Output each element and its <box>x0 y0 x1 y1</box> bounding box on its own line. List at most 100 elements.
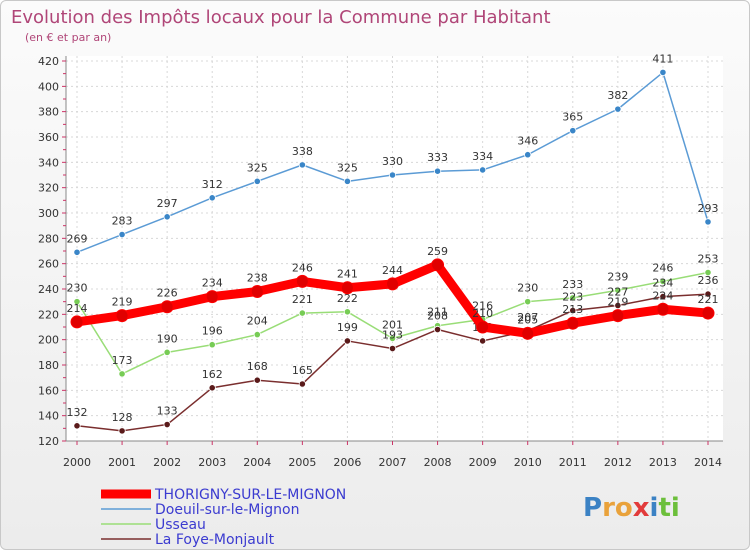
x-tick-label: 2006 <box>333 456 361 469</box>
legend: THORIGNY-SUR-LE-MIGNONDoeuil-sur-le-Mign… <box>101 487 346 548</box>
legend-label: La Foye-Monjault <box>155 532 275 548</box>
data-point <box>566 316 580 330</box>
y-tick-label: 360 <box>38 131 59 144</box>
data-label: 234 <box>202 277 223 290</box>
data-point <box>569 306 577 315</box>
series-group: 269 283 297 312 325 338 325 330 333 334 346 365 382 4… <box>67 52 719 435</box>
data-point <box>704 268 712 277</box>
data-point <box>160 300 174 314</box>
data-label: 162 <box>202 368 223 381</box>
data-point <box>253 177 261 185</box>
data-label: 221 <box>698 293 719 306</box>
legend-label: Doeuil-sur-le-Mignon <box>155 502 299 518</box>
data-point <box>298 309 306 317</box>
data-label: 210 <box>472 307 493 320</box>
data-label: 216 <box>472 299 493 312</box>
data-label: 128 <box>112 411 133 424</box>
data-label: 269 <box>67 232 88 245</box>
data-label: 190 <box>157 332 178 345</box>
data-point <box>659 292 667 301</box>
data-point <box>388 344 397 353</box>
x-tick-label: 2001 <box>108 456 136 469</box>
data-point <box>524 151 532 159</box>
data-point <box>73 248 81 256</box>
data-point <box>343 308 352 316</box>
data-point <box>524 298 532 306</box>
data-label: 293 <box>698 202 719 215</box>
y-tick-label: 400 <box>38 80 59 93</box>
data-label: 205 <box>517 313 538 326</box>
data-label: 333 <box>427 151 448 164</box>
data-label: 226 <box>157 287 178 300</box>
x-tick-label: 2005 <box>288 456 316 469</box>
y-tick-label: 340 <box>38 156 59 169</box>
data-point <box>163 420 171 429</box>
data-point <box>250 285 264 299</box>
data-point <box>208 341 216 349</box>
data-point <box>208 194 216 202</box>
x-tick-label: 2008 <box>424 456 452 469</box>
data-label: 227 <box>607 285 628 298</box>
data-label: 244 <box>382 264 403 277</box>
data-point <box>479 166 487 174</box>
data-point <box>704 290 712 298</box>
y-tick-label: 180 <box>38 359 59 372</box>
data-label: 283 <box>112 215 133 228</box>
data-point <box>115 309 129 323</box>
data-point <box>659 68 667 77</box>
data-point <box>569 127 577 135</box>
logo-letter: o <box>615 493 633 523</box>
data-point <box>295 274 309 288</box>
data-point <box>386 277 399 291</box>
data-point <box>205 290 219 304</box>
data-label: 214 <box>67 302 88 315</box>
data-point <box>70 315 84 329</box>
data-point <box>298 380 306 388</box>
x-tick-label: 2010 <box>514 456 542 469</box>
data-label: 246 <box>292 261 313 274</box>
series-doeuil-sur-le-mignon: 269 283 297 312 325 338 325 330 333 334 346 365 382 4… <box>67 52 719 256</box>
data-label: 168 <box>247 360 268 373</box>
data-point <box>208 384 216 392</box>
data-point <box>163 213 171 221</box>
chart-subtitle: (en € et par an) <box>25 31 111 44</box>
y-tick-label: 320 <box>38 182 59 195</box>
data-point <box>614 105 622 113</box>
data-point <box>343 337 352 345</box>
data-point <box>614 286 622 294</box>
logo-letter: x <box>633 493 650 523</box>
grid <box>65 56 723 442</box>
series-la-foye-monjault: 1321281331621681651991932081992072232272… <box>67 274 719 435</box>
data-label: 222 <box>337 292 358 305</box>
x-tick-label: 2012 <box>604 456 632 469</box>
y-tick-label: 160 <box>38 384 59 397</box>
data-point <box>118 370 126 378</box>
data-point <box>118 230 126 239</box>
data-label: 230 <box>517 282 538 295</box>
data-label: 199 <box>337 321 358 334</box>
data-point <box>340 281 354 295</box>
plot-background <box>66 56 723 441</box>
data-point <box>701 306 715 320</box>
data-label: 338 <box>292 145 313 158</box>
data-label: 219 <box>607 296 628 309</box>
data-point <box>659 277 667 285</box>
data-label: 133 <box>157 405 178 418</box>
y-tick-label: 300 <box>38 207 59 220</box>
y-tick-label: 120 <box>38 435 59 448</box>
data-label: 259 <box>427 245 448 258</box>
data-label: 312 <box>202 178 223 191</box>
data-label: 233 <box>562 278 583 291</box>
legend-label: Usseau <box>155 517 206 533</box>
data-point <box>656 302 670 316</box>
data-label: 365 <box>562 111 583 124</box>
plot-area <box>66 56 723 441</box>
data-label: 253 <box>698 253 719 266</box>
data-point <box>253 330 261 339</box>
data-label: 411 <box>652 52 673 65</box>
data-point <box>614 301 622 310</box>
data-point <box>479 337 487 345</box>
y-tick-label: 260 <box>38 258 59 271</box>
data-point <box>521 326 535 340</box>
